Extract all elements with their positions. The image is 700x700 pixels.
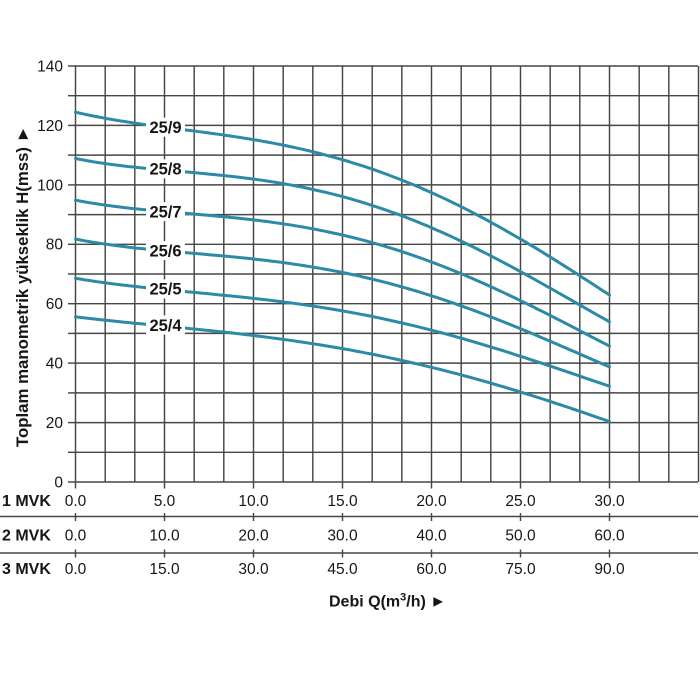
svg-text:25/7: 25/7 [149, 203, 181, 221]
svg-text:25/9: 25/9 [149, 119, 181, 137]
svg-text:25.0: 25.0 [505, 493, 536, 510]
svg-text:30.0: 30.0 [327, 527, 358, 544]
svg-text:5.0: 5.0 [154, 493, 176, 510]
svg-text:0: 0 [54, 474, 63, 491]
svg-text:100: 100 [37, 177, 63, 194]
svg-text:30.0: 30.0 [594, 493, 625, 510]
svg-text:1 MVK: 1 MVK [2, 493, 51, 510]
svg-text:2 MVK: 2 MVK [2, 527, 51, 544]
svg-text:10.0: 10.0 [238, 493, 269, 510]
svg-text:40.0: 40.0 [416, 527, 447, 544]
svg-text:15.0: 15.0 [327, 493, 358, 510]
svg-text:30.0: 30.0 [238, 561, 269, 578]
svg-text:10.0: 10.0 [149, 527, 180, 544]
svg-text:25/4: 25/4 [149, 317, 182, 335]
svg-text:0.0: 0.0 [65, 527, 87, 544]
svg-text:60.0: 60.0 [594, 527, 625, 544]
svg-text:15.0: 15.0 [149, 561, 180, 578]
svg-text:50.0: 50.0 [505, 527, 536, 544]
svg-text:60: 60 [46, 296, 64, 313]
svg-text:80: 80 [46, 237, 64, 254]
svg-text:90.0: 90.0 [594, 561, 625, 578]
svg-text:25/8: 25/8 [149, 161, 181, 179]
svg-text:25/6: 25/6 [149, 242, 181, 260]
svg-text:Toplam manometrik yükseklik H(: Toplam manometrik yükseklik H(mss) ► [13, 126, 32, 447]
svg-text:20: 20 [46, 415, 64, 432]
svg-text:Debi Q(m3/h) ►: Debi Q(m3/h) ► [329, 591, 446, 610]
svg-text:45.0: 45.0 [327, 561, 358, 578]
svg-text:20.0: 20.0 [238, 527, 269, 544]
svg-text:140: 140 [37, 58, 63, 75]
svg-text:25/5: 25/5 [149, 281, 181, 299]
svg-text:20.0: 20.0 [416, 493, 447, 510]
svg-text:3 MVK: 3 MVK [2, 561, 51, 578]
svg-text:0.0: 0.0 [65, 493, 87, 510]
svg-text:75.0: 75.0 [505, 561, 536, 578]
svg-text:120: 120 [37, 118, 63, 135]
svg-text:60.0: 60.0 [416, 561, 447, 578]
svg-text:0.0: 0.0 [65, 561, 87, 578]
svg-text:40: 40 [46, 356, 64, 373]
